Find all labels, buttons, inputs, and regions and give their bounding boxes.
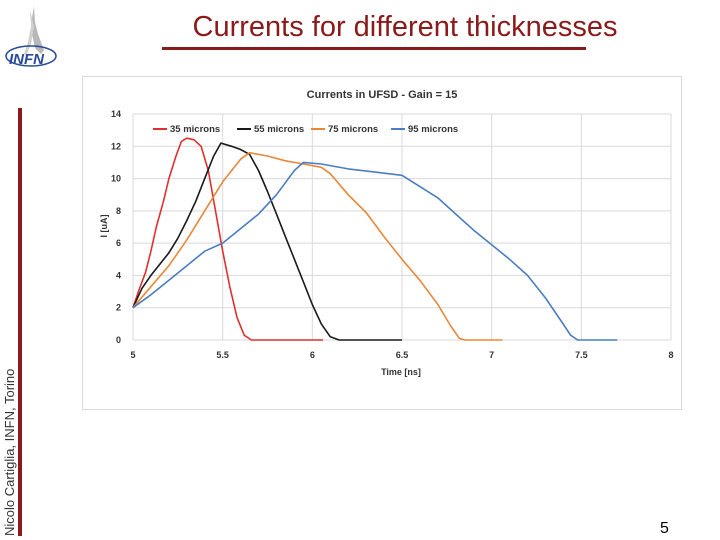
- chart-grid: [132, 113, 672, 341]
- x-tick-label: 6: [310, 350, 315, 360]
- y-tick-label: 2: [116, 303, 121, 313]
- page-number: 5: [660, 520, 669, 537]
- y-tick-label: 14: [111, 109, 121, 119]
- y-tick-label: 4: [116, 270, 121, 280]
- chart-svg: Currents in UFSD - Gain = 15 0 2 4 6 8 10 12 14…: [99, 89, 674, 377]
- chart-legend: 35 microns 55 microns 75 microns 95 microns: [153, 124, 458, 135]
- legend-label: 35 microns: [170, 124, 220, 135]
- author-affiliation: Nicolo Cartiglia, INFN, Torino: [2, 368, 17, 536]
- series-line-35-microns: [132, 137, 324, 341]
- chart-title: Currents in UFSD - Gain = 15: [307, 89, 458, 101]
- title-underline: [162, 47, 586, 50]
- chart-ticks: 0 2 4 6 8 10 12 14 5 5.5 6 6.5 7 7.5 8: [111, 109, 674, 360]
- slide-title: Currents for different thicknesses: [192, 11, 618, 43]
- y-tick-label: 12: [111, 141, 121, 151]
- legend-label: 75 microns: [328, 124, 378, 135]
- side-accent-bar: [18, 108, 22, 536]
- x-tick-label: 7.5: [575, 350, 588, 360]
- x-tick-label: 7: [489, 350, 494, 360]
- x-tick-label: 5.5: [216, 350, 229, 360]
- series-line-55-microns: [132, 142, 402, 341]
- y-tick-label: 6: [116, 238, 121, 248]
- y-tick-label: 8: [116, 206, 121, 216]
- x-axis-label: Time [ns]: [381, 367, 421, 377]
- svg-text:INFN: INFN: [9, 51, 45, 68]
- series-line-95-microns: [132, 161, 618, 341]
- legend-label: 55 microns: [254, 124, 304, 135]
- series-line-75-microns: [132, 151, 503, 341]
- infn-logo: INFN: [4, 4, 60, 76]
- legend-label: 95 microns: [408, 124, 458, 135]
- y-axis-label: I [uA]: [99, 215, 109, 238]
- x-tick-label: 6.5: [396, 350, 409, 360]
- chart-area: Currents in UFSD - Gain = 15 0 2 4 6 8 10 12 14…: [82, 76, 682, 410]
- x-tick-label: 5: [130, 350, 135, 360]
- x-tick-label: 8: [668, 350, 673, 360]
- chart-series: [132, 137, 618, 341]
- y-tick-label: 10: [111, 174, 121, 184]
- y-tick-label: 0: [116, 335, 121, 345]
